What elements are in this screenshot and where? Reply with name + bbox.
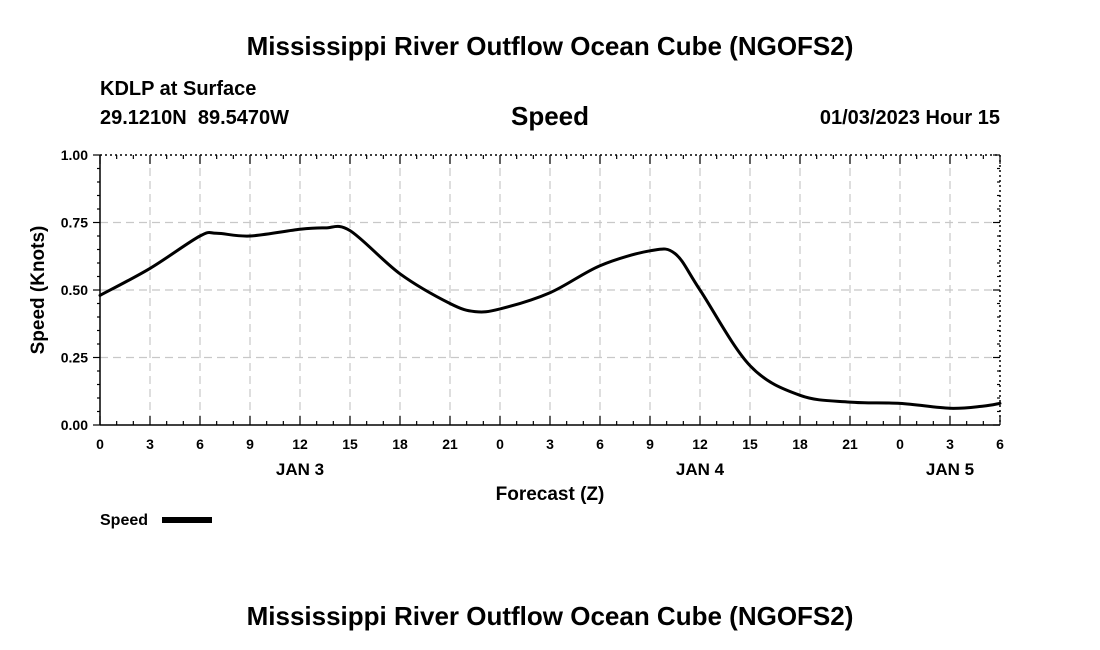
x-tick-label: 9 — [646, 436, 654, 452]
footer-title: Mississippi River Outflow Ocean Cube (NG… — [247, 601, 854, 631]
axis-ticks — [93, 154, 1001, 426]
x-tick-label: 0 — [96, 436, 104, 452]
station-coordinates: 29.1210N 89.5470W — [100, 107, 289, 129]
x-tick-label: 6 — [996, 436, 1004, 452]
x-tick-label: 6 — [196, 436, 204, 452]
x-axis-label: Forecast (Z) — [496, 484, 605, 505]
x-tick-label: 15 — [742, 436, 758, 452]
legend-speed-label: Speed — [100, 512, 148, 529]
x-tick-label: 21 — [842, 436, 858, 452]
y-tick-label: 1.00 — [61, 147, 88, 163]
x-tick-label: 3 — [146, 436, 154, 452]
day-label: JAN 5 — [926, 460, 974, 479]
y-tick-label: 0.25 — [61, 350, 88, 366]
x-tick-label: 0 — [896, 436, 904, 452]
y-tick-label: 0.00 — [61, 417, 88, 433]
series-line-speed — [98, 224, 1002, 410]
x-tick-label: 18 — [792, 436, 808, 452]
y-axis-label: Speed (Knots) — [28, 226, 49, 355]
day-label: JAN 4 — [676, 460, 725, 479]
x-tick-label: 21 — [442, 436, 458, 452]
x-tick-label: 3 — [546, 436, 554, 452]
tick-labels: 0 3 6 9 12 15 18 21 0 3 6 9 12 15 18 21 0 3 6 0.00 0.25 0.50 0… — [61, 147, 1004, 479]
station-label: KDLP at Surface — [100, 78, 256, 100]
y-tick-label: 0.75 — [61, 215, 88, 231]
x-tick-label: 6 — [596, 436, 604, 452]
legend-speed-swatch — [162, 517, 212, 523]
forecast-timestamp: 01/03/2023 Hour 15 — [820, 107, 1000, 129]
x-tick-label: 18 — [392, 436, 408, 452]
x-tick-label: 15 — [342, 436, 358, 452]
chart-title: Mississippi River Outflow Ocean Cube (NG… — [247, 31, 854, 61]
y-tick-label: 0.50 — [61, 282, 88, 298]
variable-title: Speed — [511, 101, 589, 131]
day-label: JAN 3 — [276, 460, 324, 479]
grid — [100, 155, 1000, 425]
x-tick-label: 0 — [496, 436, 504, 452]
series-layer — [98, 224, 1002, 410]
x-tick-label: 3 — [946, 436, 954, 452]
x-tick-label: 12 — [292, 436, 308, 452]
x-tick-label: 12 — [692, 436, 708, 452]
x-tick-label: 9 — [246, 436, 254, 452]
